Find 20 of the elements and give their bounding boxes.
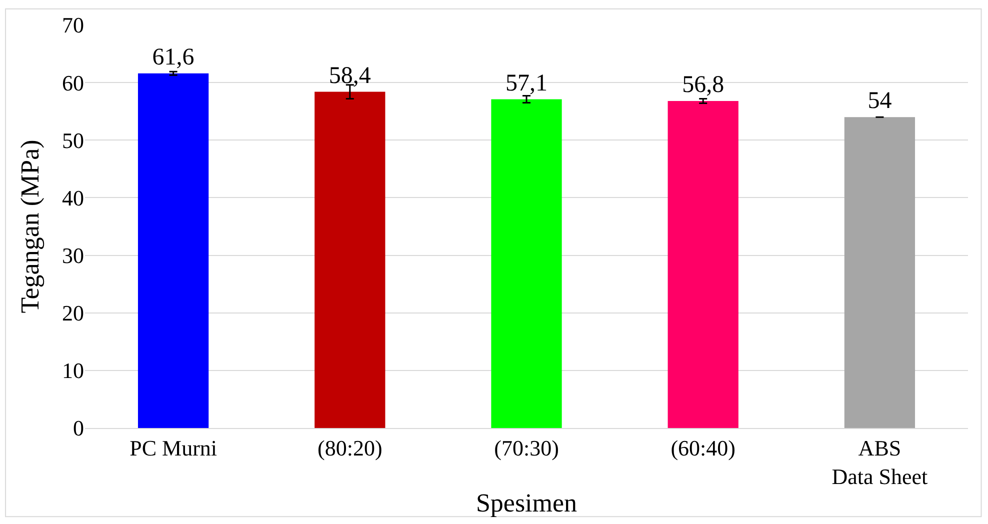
y-tick-label: 40 bbox=[62, 185, 84, 210]
y-tick-label: 10 bbox=[62, 358, 84, 384]
x-tick-label: (60:40) bbox=[670, 435, 736, 460]
data-label: 57,1 bbox=[506, 70, 548, 96]
x-tick-label: PC Murni bbox=[130, 435, 218, 460]
x-tick-label: (80:20) bbox=[318, 435, 382, 460]
y-tick-label: 50 bbox=[62, 128, 84, 153]
x-tick-label: ABS Data Sheet bbox=[832, 435, 928, 489]
data-label: 56,8 bbox=[682, 72, 724, 98]
data-label: 58,4 bbox=[328, 62, 371, 89]
x-tick-label: (70:30) bbox=[494, 435, 559, 460]
data-label: 54 bbox=[868, 88, 892, 114]
data-label: 61,6 bbox=[152, 44, 194, 70]
y-axis-title: Tegangan (MPa) bbox=[15, 140, 44, 314]
y-tick-label: 0 bbox=[73, 416, 84, 441]
y-tick-label: 30 bbox=[62, 242, 84, 268]
x-axis-title: Spesimen bbox=[476, 488, 578, 518]
y-tick-label: 20 bbox=[62, 300, 84, 326]
y-tick-label: 70 bbox=[62, 12, 84, 38]
y-tick-label: 60 bbox=[62, 70, 84, 96]
